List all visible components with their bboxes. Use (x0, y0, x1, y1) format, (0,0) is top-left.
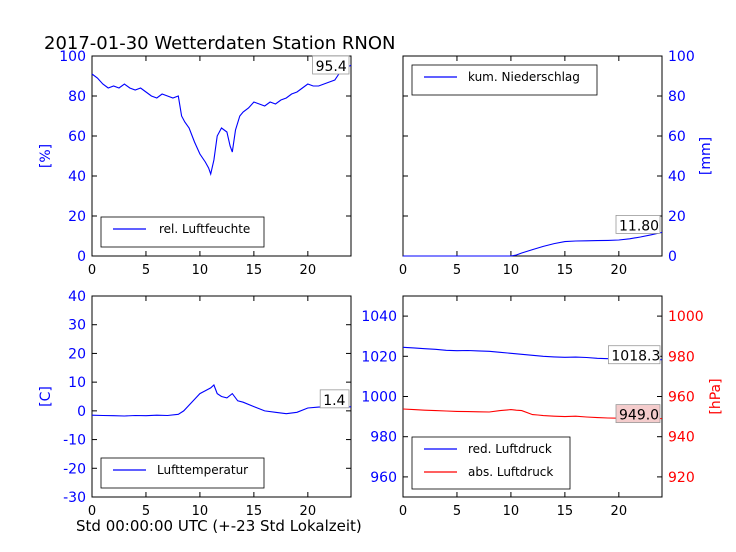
x-tick-label: 20 (300, 504, 317, 519)
y-tick-label: 0 (77, 404, 86, 420)
y-tick-label: -30 (63, 490, 86, 506)
y2-tick-label: 920 (668, 470, 695, 486)
series-line-humidity-0 (91, 64, 352, 176)
y-tick-label: 100 (668, 49, 695, 65)
y-tick-label: 80 (668, 89, 686, 105)
value-label: 11.80 (619, 218, 659, 234)
value-label-box (608, 345, 661, 365)
x-tick-label: 0 (399, 504, 407, 519)
y2-tick-label: 960 (668, 390, 695, 406)
y-axis-label: [C] (38, 386, 54, 407)
x-tick-label: 20 (611, 504, 628, 519)
y-tick-label: 60 (668, 129, 686, 145)
y-tick-label: 40 (68, 289, 86, 305)
series-line-precipitation-0 (403, 231, 663, 257)
y2-tick-label: 1000 (668, 309, 704, 325)
legend-label: red. Luftdruck (468, 442, 552, 456)
y-tick-label: 0 (668, 249, 677, 265)
y-tick-label: 0 (77, 249, 86, 265)
legend-label: kum. Niederschlag (468, 70, 580, 84)
value-label: 95.4 (316, 59, 347, 75)
x-tick-label: 0 (399, 263, 407, 278)
legend-label: Lufttemperatur (157, 463, 248, 477)
series-line-pressure-1 (402, 408, 662, 420)
y-tick-label: 960 (370, 470, 397, 486)
value-label-box (319, 389, 350, 409)
value-label-box (615, 214, 661, 234)
x-tick-label: 5 (142, 504, 150, 519)
y-tick-label: 1040 (361, 309, 397, 325)
y2-tick-label: 980 (668, 349, 695, 365)
x-tick-label: 15 (557, 504, 574, 519)
series-line-temperature-0 (91, 384, 351, 417)
value-label: 949.0 (619, 408, 659, 424)
x-tick-label: 0 (88, 263, 96, 278)
panel-precipitation: 0 5 10 15 20 0 20 40 60 80 100 [mm] 11.80 kum. Nieder… (399, 49, 714, 278)
x-tick-label: 10 (192, 504, 209, 519)
x-tick-label: 10 (192, 263, 209, 278)
plot-frame (91, 55, 352, 257)
plot-frame (402, 55, 663, 257)
panel-temperature: 0 5 10 15 20 -30 -20 -10 0 10 20 30 40 [C] 1.4 Lufttemp… (38, 289, 352, 519)
y-tick-label: -20 (63, 461, 86, 477)
y2-axis-label: [hPa] (708, 378, 724, 414)
legend-box (411, 436, 571, 490)
plot-frame (91, 295, 352, 498)
x-axis-title: Std 00:00:00 UTC (+-23 Std Lokalzeit) (76, 517, 362, 535)
y-axis-label: [%] (38, 144, 54, 168)
y-axis-label: [mm] (698, 137, 714, 175)
legend-label: abs. Luftdruck (468, 465, 553, 479)
x-tick-label: 10 (503, 263, 520, 278)
chart-title: 2017-01-30 Wetterdaten Station RNON (44, 33, 395, 54)
value-label-box (312, 55, 350, 75)
x-tick-label: 20 (611, 263, 628, 278)
value-label: 1.4 (323, 393, 345, 409)
x-tick-label: 20 (300, 263, 317, 278)
x-tick-label: 15 (246, 504, 263, 519)
y-tick-label: 20 (668, 209, 686, 225)
x-tick-label: 5 (453, 263, 461, 278)
legend-box (100, 216, 265, 248)
x-tick-label: 15 (246, 263, 263, 278)
y-tick-label: 80 (68, 89, 86, 105)
x-tick-label: 10 (503, 504, 520, 519)
value-label: 1018.3 (611, 349, 660, 365)
x-tick-label: 0 (88, 504, 96, 519)
panel-pressure: 0 5 10 15 20 960 980 1000 1020 1040 920 940 960 980 10… (361, 295, 724, 519)
legend-box (100, 457, 265, 489)
legend-label: rel. Luftfeuchte (159, 222, 250, 236)
y-tick-label: 1000 (361, 390, 397, 406)
y-tick-label: 20 (68, 346, 86, 362)
y-tick-label: -10 (63, 433, 86, 449)
x-tick-label: 5 (142, 263, 150, 278)
y-tick-label: 20 (68, 209, 86, 225)
y-tick-label: 980 (370, 430, 397, 446)
y-tick-label: 100 (59, 49, 86, 65)
panel-humidity: 0 5 10 15 20 0 20 40 60 80 100 [%] 95.4 rel. Luftfeuc… (38, 49, 352, 278)
x-tick-label: 5 (453, 504, 461, 519)
y-tick-label: 30 (68, 318, 86, 334)
y-tick-label: 10 (68, 375, 86, 391)
value-label-box (615, 404, 661, 424)
x-tick-label: 15 (557, 263, 574, 278)
y-tick-label: 1020 (361, 349, 397, 365)
y2-tick-label: 940 (668, 430, 695, 446)
legend-box (411, 64, 598, 96)
y-tick-label: 40 (68, 169, 86, 185)
y-tick-label: 40 (668, 169, 686, 185)
y-tick-label: 60 (68, 129, 86, 145)
